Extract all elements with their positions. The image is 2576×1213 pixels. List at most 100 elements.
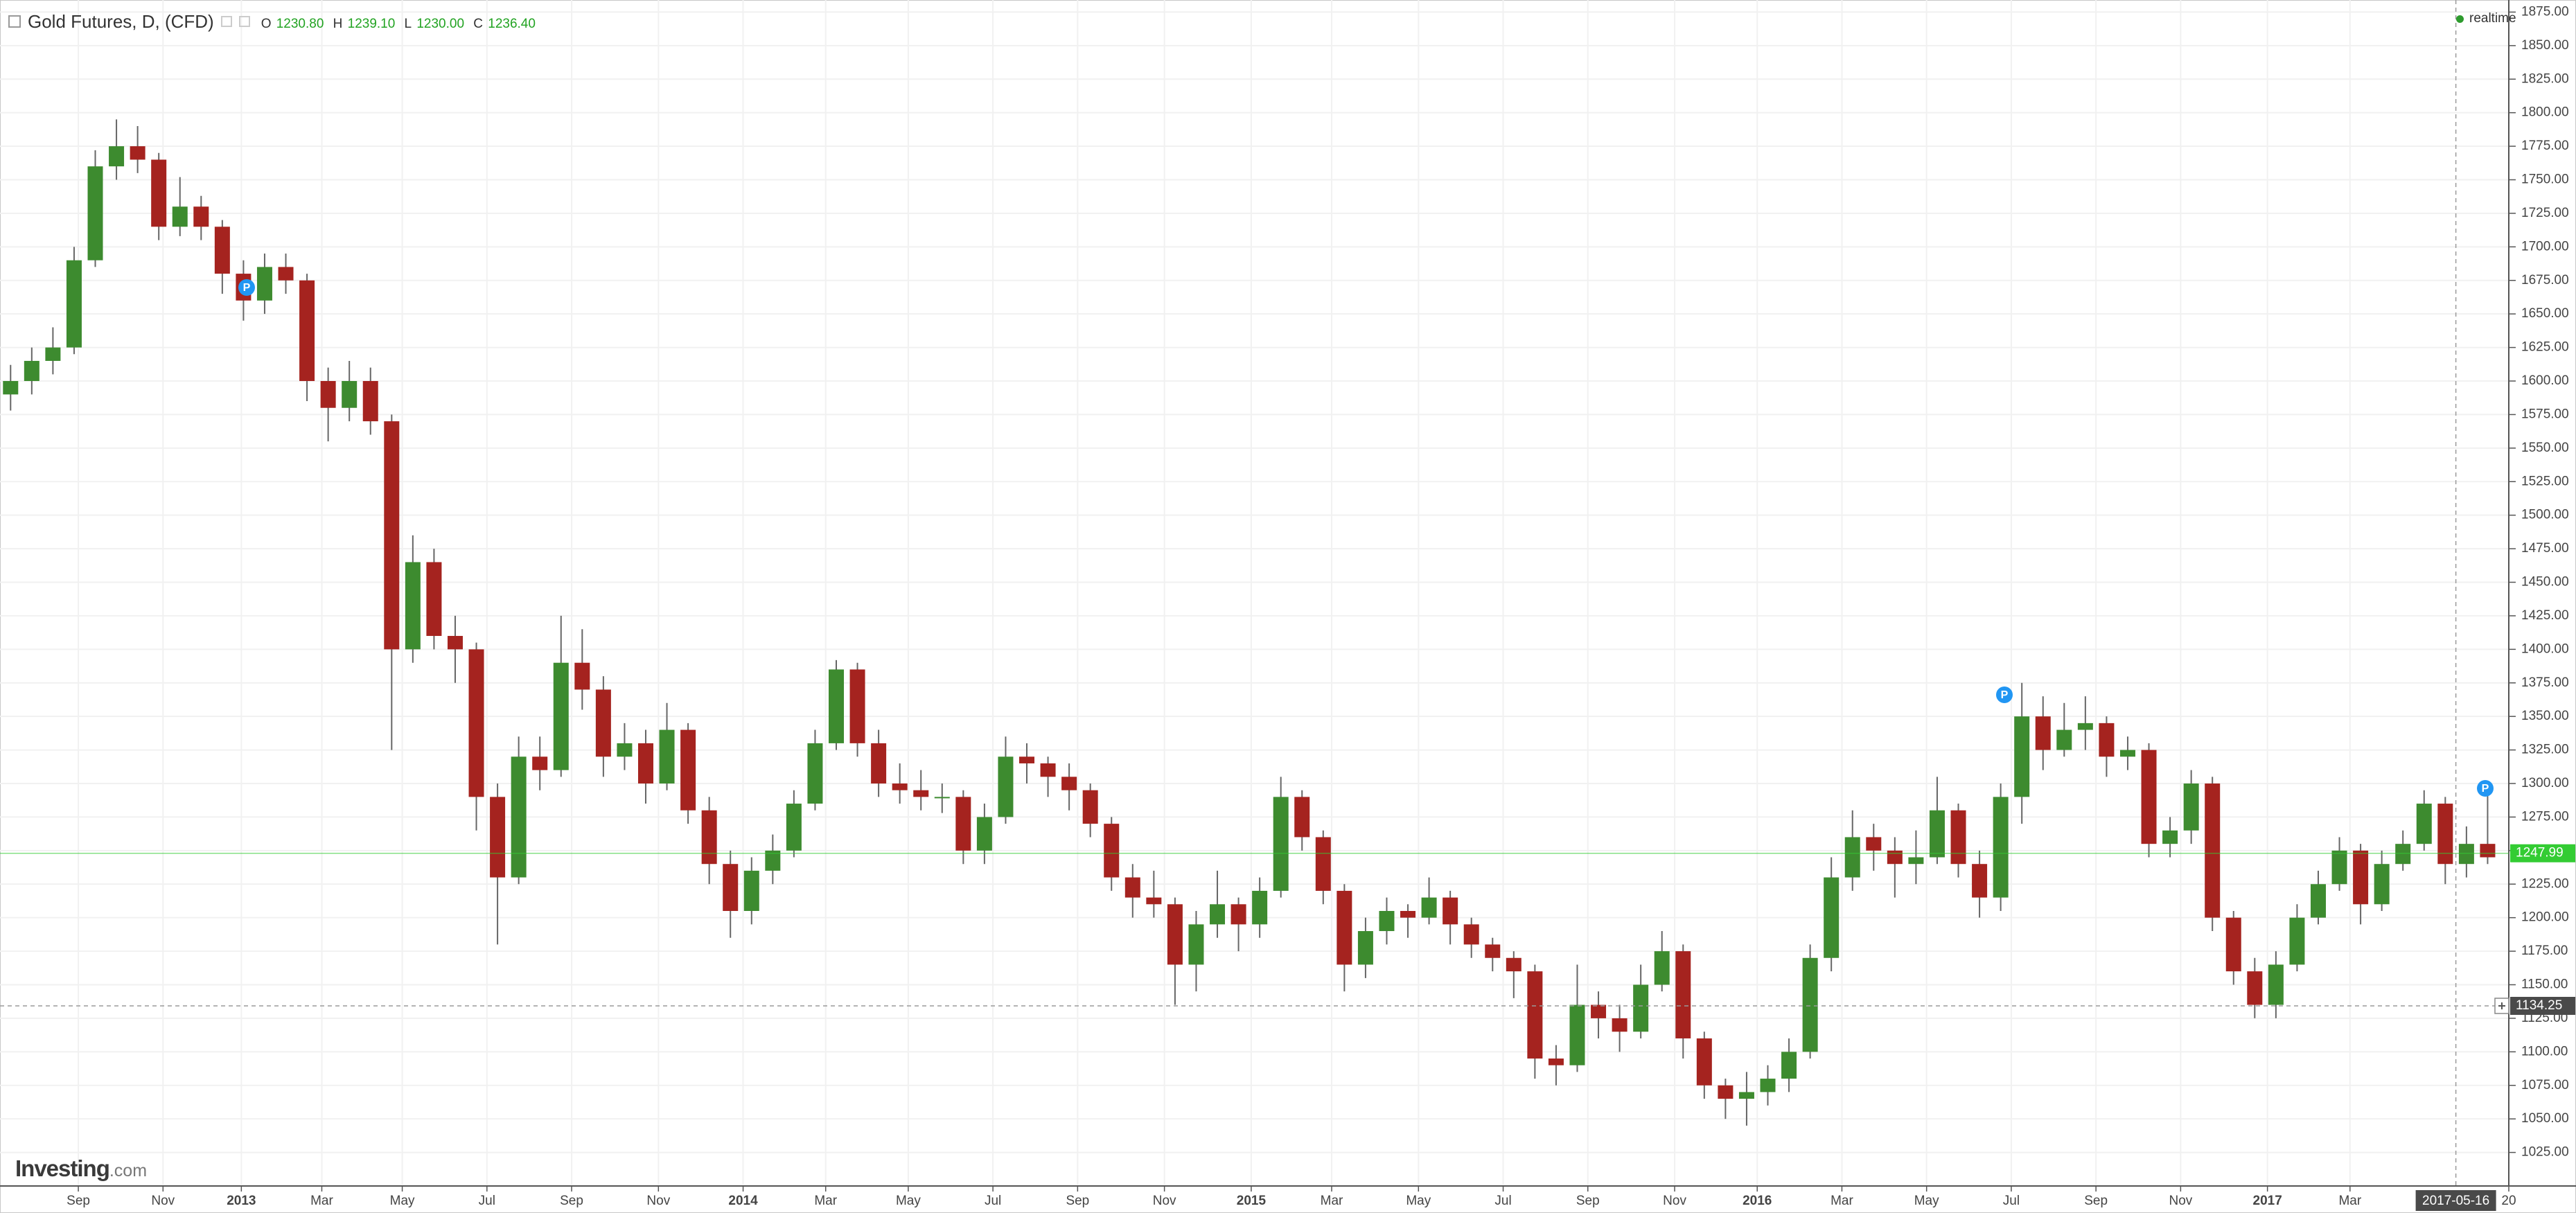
candle-body xyxy=(490,797,506,878)
y-tick-label: 1725.00 xyxy=(2521,206,2569,220)
y-tick-label: 1225.00 xyxy=(2521,876,2569,891)
legend-key: H xyxy=(333,16,343,31)
candle-body xyxy=(1527,971,1543,1059)
candle-body xyxy=(2035,716,2051,750)
x-tick-label: 2016 xyxy=(1743,1194,1772,1208)
x-tick-label: Mar xyxy=(310,1194,333,1208)
candle-body xyxy=(765,850,781,871)
y-tick-label: 1625.00 xyxy=(2521,340,2569,355)
candle-body xyxy=(2077,723,2093,730)
candle-body xyxy=(2099,723,2115,757)
x-tick-label: Mar xyxy=(1830,1194,1853,1208)
y-tick-label: 1150.00 xyxy=(2521,977,2568,992)
candle-body xyxy=(2289,917,2305,965)
event-marker[interactable] xyxy=(2477,780,2494,797)
candle-body xyxy=(1443,897,1458,925)
x-tick-label: Mar xyxy=(814,1194,837,1208)
candle-body xyxy=(955,797,971,851)
x-tick-label: May xyxy=(1406,1194,1431,1208)
x-tick-label: Nov xyxy=(151,1194,175,1208)
y-tick-label: 1650.00 xyxy=(2521,306,2569,321)
candle-body xyxy=(342,381,358,408)
candle-body xyxy=(1061,777,1077,790)
candle-body xyxy=(1654,951,1670,985)
y-tick-label: 1350.00 xyxy=(2521,709,2569,723)
candle-body xyxy=(574,662,590,690)
candle-body xyxy=(1315,837,1331,891)
y-tick-label: 1675.00 xyxy=(2521,273,2569,287)
event-marker-label: P xyxy=(2001,689,2009,701)
x-tick-label: May xyxy=(896,1194,921,1208)
chart-title: Gold Futures, D, (CFD) xyxy=(28,10,214,32)
close-icon[interactable] xyxy=(238,16,250,27)
x-tick-label: Jul xyxy=(985,1194,1001,1208)
legend-value: 1230.00 xyxy=(416,16,465,31)
x-tick-label: May xyxy=(390,1194,415,1208)
candle-body xyxy=(2353,850,2369,905)
candle-body xyxy=(1124,877,1140,898)
candle-body xyxy=(1019,756,1035,763)
x-tick-label: Nov xyxy=(646,1194,670,1208)
candle-body xyxy=(2331,850,2347,885)
candle-body xyxy=(532,756,548,770)
event-marker[interactable] xyxy=(238,279,255,296)
candle-body xyxy=(892,783,908,790)
y-tick-label: 1500.00 xyxy=(2521,508,2569,522)
candle-body xyxy=(2056,729,2072,750)
candle-body xyxy=(2395,844,2411,865)
brand-name: Investing xyxy=(15,1156,110,1181)
x-tick-label: 2015 xyxy=(1237,1194,1267,1208)
candle-body xyxy=(1993,797,2009,898)
candle-body xyxy=(1591,1004,1607,1018)
candle-body xyxy=(723,864,739,911)
realtime-indicator: realtime xyxy=(2456,11,2516,26)
x-tick-label: Jul xyxy=(479,1194,495,1208)
candle-body xyxy=(934,797,950,799)
ohlc-legend: O 1230.80 H 1239.10 L 1230.00 C 1236.40 xyxy=(257,11,536,33)
candle-body xyxy=(109,146,125,167)
candle-body xyxy=(1379,910,1395,932)
x-tick-label: 2014 xyxy=(728,1194,758,1208)
x-tick-label: 20 xyxy=(2501,1194,2516,1208)
candle-body xyxy=(913,790,929,797)
candle-body xyxy=(1357,931,1373,965)
event-marker[interactable] xyxy=(1996,687,2013,703)
x-tick-label: Nov xyxy=(1663,1194,1686,1208)
candle-body xyxy=(1824,877,1840,958)
candle-body xyxy=(1802,957,1818,1052)
y-tick-label: 1700.00 xyxy=(2521,239,2569,254)
settings-icon[interactable] xyxy=(220,16,232,27)
candle-body xyxy=(256,267,272,301)
current-price-label: 1247.99 xyxy=(2516,846,2564,860)
candle-body xyxy=(1760,1079,1776,1092)
crosshair-x-label: 2017-05-16 xyxy=(2422,1194,2489,1208)
candle-body xyxy=(299,280,315,382)
candle-body xyxy=(384,421,400,650)
candle-body xyxy=(786,804,802,851)
x-tick-label: Sep xyxy=(1576,1194,1600,1208)
candle-body xyxy=(1612,1018,1627,1032)
candle-body xyxy=(45,347,61,361)
collapse-toggle[interactable] xyxy=(8,15,21,28)
candle-body xyxy=(362,381,378,422)
crosshair-plus-icon xyxy=(2498,1002,2505,1009)
candle-body xyxy=(320,381,336,408)
candle-body xyxy=(659,729,675,784)
y-tick-label: 1175.00 xyxy=(2521,944,2568,958)
x-tick-label: Jul xyxy=(2003,1194,2020,1208)
y-tick-label: 1825.00 xyxy=(2521,71,2569,86)
x-tick-label: Nov xyxy=(1153,1194,1176,1208)
candle-body xyxy=(193,206,209,227)
x-tick-label: May xyxy=(1914,1194,1939,1208)
y-tick-label: 1275.00 xyxy=(2521,809,2569,824)
legend-value: 1239.10 xyxy=(347,16,396,31)
candle-body xyxy=(2119,750,2135,757)
candle-body xyxy=(468,649,484,797)
candle-body xyxy=(1188,924,1204,965)
candle-body xyxy=(680,729,696,811)
candle-body xyxy=(2268,964,2284,1005)
crosshair-y-label: 1134.25 xyxy=(2516,998,2562,1013)
y-tick-label: 1850.00 xyxy=(2521,38,2569,53)
legend-value: 1236.40 xyxy=(488,16,536,31)
candle-body xyxy=(828,669,845,743)
